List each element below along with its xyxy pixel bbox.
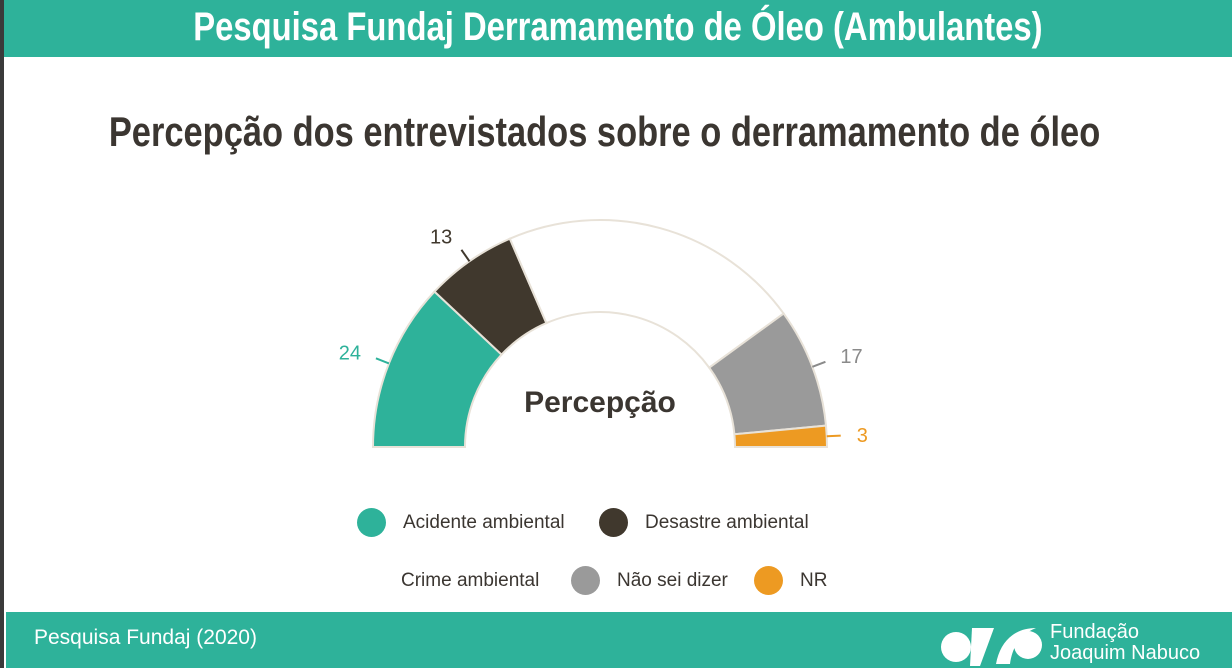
center-label: Percepção — [524, 386, 676, 419]
leader-line-3 — [811, 360, 826, 368]
legend-item-2: Crime ambiental — [355, 566, 539, 595]
logo-line-2: Joaquim Nabuco — [1050, 642, 1201, 664]
chart-title: Percepção dos entrevistados sobre o derr… — [109, 108, 1101, 155]
leader-line-1 — [460, 249, 471, 262]
footer-bar: Pesquisa Fundaj (2020) Fundação Joaquim … — [6, 612, 1232, 668]
legend-item-1: Desastre ambiental — [599, 508, 809, 537]
data-label-4: 3 — [857, 425, 868, 447]
legend-swatch — [599, 508, 628, 537]
legend-label: Acidente ambiental — [403, 511, 565, 533]
half-donut-chart: 24 13 17 3 Percepção — [339, 219, 868, 448]
legend-label: NR — [800, 569, 828, 591]
leader-line-4 — [826, 434, 841, 438]
legend-swatch — [357, 508, 386, 537]
footer-source: Pesquisa Fundaj (2020) — [34, 626, 257, 649]
legend-swatch — [754, 566, 783, 595]
slice-2 — [508, 219, 786, 370]
header-title: Pesquisa Fundaj Derramamento de Óleo (Am… — [193, 5, 1043, 49]
logo-text: Fundação Joaquim Nabuco — [1050, 622, 1200, 664]
logo-line-1: Fundação — [1050, 621, 1139, 643]
legend-swatch — [571, 566, 600, 595]
legend-label: Não sei dizer — [617, 569, 728, 591]
window-edge — [0, 0, 4, 668]
header-bar: Pesquisa Fundaj Derramamento de Óleo (Am… — [4, 0, 1232, 57]
legend-item-0: Acidente ambiental — [357, 508, 565, 537]
leader-line-0 — [375, 357, 390, 365]
data-label-0: 24 — [339, 342, 361, 364]
fundaj-logo-icon — [941, 628, 1042, 666]
legend-label: Crime ambiental — [401, 569, 540, 591]
legend-item-4: NR — [754, 566, 827, 595]
legend-item-3: Não sei dizer — [571, 566, 728, 595]
legend-swatch — [355, 566, 384, 595]
data-label-1: 13 — [430, 227, 452, 249]
chart-title-wrap: Percepção dos entrevistados sobre o derr… — [0, 108, 1210, 156]
slice-4 — [733, 424, 829, 448]
legend-label: Desastre ambiental — [645, 511, 809, 533]
data-label-3: 17 — [840, 346, 862, 368]
